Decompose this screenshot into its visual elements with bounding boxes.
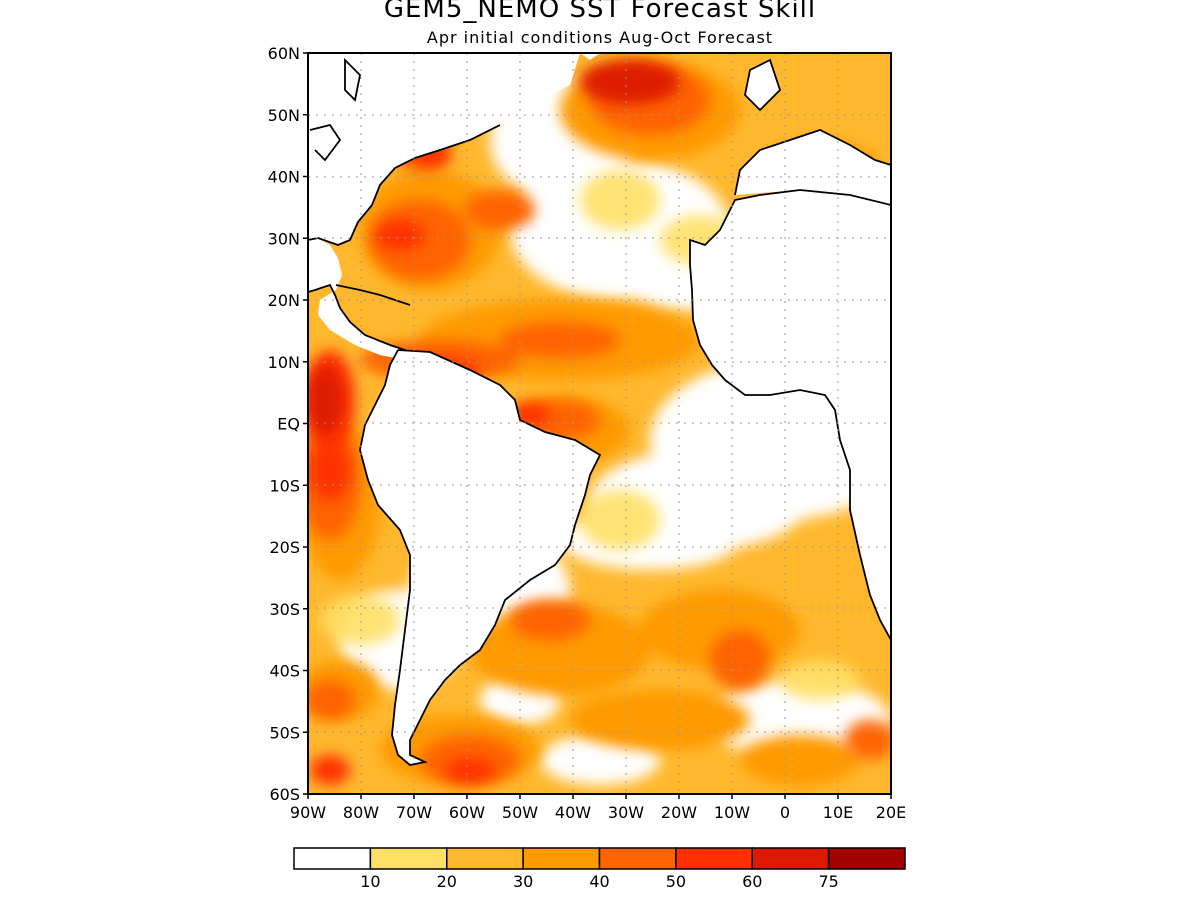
lon-tick-label: 60W	[449, 803, 485, 822]
lat-tick-label: 10N	[268, 353, 300, 372]
color-bar-swatch	[369, 847, 448, 870]
lon-tick-label: 30W	[608, 803, 644, 822]
lat-tick-label: 60S	[269, 785, 300, 804]
lat-tick-label: EQ	[277, 415, 300, 434]
lon-tick-label: 20E	[876, 803, 906, 822]
lat-tick-label: 10S	[269, 476, 300, 495]
color-bar-label: 60	[742, 872, 762, 891]
color-bar	[293, 847, 906, 870]
lat-tick-label: 40N	[268, 168, 300, 187]
color-bar-swatch	[751, 847, 830, 870]
map-title: GEM5_NEMO SST Forecast Skill	[383, 0, 817, 24]
lat-tick-label: 50S	[269, 723, 300, 742]
color-bar-swatch	[446, 847, 524, 870]
lon-tick-label: 90W	[290, 803, 326, 822]
lat-tick-label: 50N	[268, 106, 300, 125]
longitude-labels: 90W 80W 70W 60W 50W 40W 30W 20W 10W 0 10E 20E	[290, 794, 906, 822]
lat-tick-label: 30N	[268, 229, 300, 248]
lon-tick-label: 20W	[661, 803, 697, 822]
map-grid	[308, 53, 891, 794]
lon-tick-label: 40W	[555, 803, 591, 822]
lon-tick-label: 0	[780, 803, 790, 822]
color-bar-label: 50	[666, 872, 686, 891]
color-bar-swatch	[598, 847, 677, 870]
lat-tick-label: 40S	[269, 662, 300, 681]
color-bar-labels: 10 20 30 40 50 60 75	[360, 872, 839, 891]
lat-tick-label: 30S	[269, 600, 300, 619]
skill-contours	[308, 53, 891, 794]
map-subtitle: Apr initial conditions Aug-Oct Forecast	[426, 28, 774, 47]
lon-tick-label: 80W	[343, 803, 379, 822]
color-bar-label: 40	[589, 872, 609, 891]
lon-tick-label: 10W	[714, 803, 750, 822]
lon-tick-label: 50W	[502, 803, 538, 822]
color-bar-swatch	[293, 847, 372, 870]
lon-tick-label: 70W	[396, 803, 432, 822]
color-bar-swatch	[675, 847, 753, 870]
color-bar-label: 30	[513, 872, 533, 891]
color-bar-label: 20	[437, 872, 457, 891]
color-bar-swatch	[522, 847, 601, 870]
color-bar-swatch	[827, 847, 906, 870]
lat-tick-label: 20N	[268, 291, 300, 310]
latitude-labels: 60N 50N 40N 30N 20N 10N EQ 10S 20S 30S 40S 50S 60S	[268, 44, 308, 804]
lat-tick-label: 60N	[268, 44, 300, 63]
color-bar-label: 75	[818, 872, 838, 891]
lat-tick-label: 20S	[269, 538, 300, 557]
color-bar-label: 10	[360, 872, 380, 891]
lon-tick-label: 10E	[823, 803, 853, 822]
